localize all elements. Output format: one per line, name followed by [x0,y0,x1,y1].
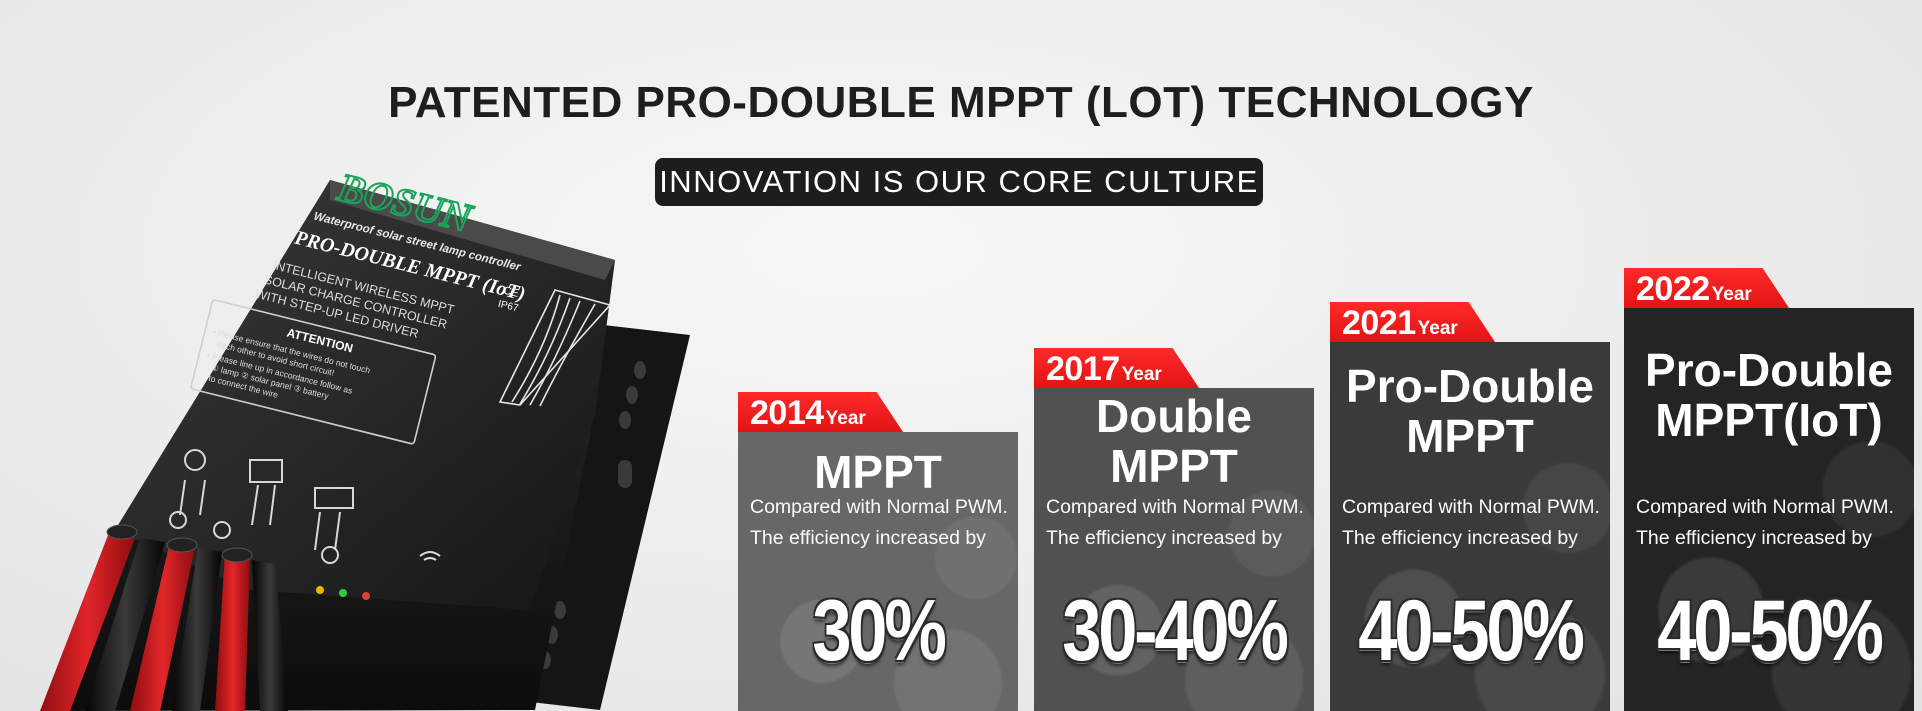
cert-ip67: IP67 [497,299,520,315]
year-suffix: Year [1711,284,1752,305]
solar-panel-icon [249,459,283,483]
timeline-card-2022: Pro-Double MPPT(IoT) Compared with Norma… [1624,308,1914,711]
year-number: 2014 [750,394,824,432]
controller-product-image: BOSUN Waterproof solar street lamp contr… [40,170,690,711]
battery-icon [314,487,354,509]
cert-ce: CE [502,285,520,300]
fan-graphic [498,289,612,407]
year-tab-2021: 2021 Year [1330,302,1495,342]
led-indicator [362,592,370,600]
led-indicator [339,589,347,597]
efficiency-percent: 30% [812,583,947,679]
year-tab-2022: 2022 Year [1624,268,1789,308]
timeline-card-2014: MPPT Compared with Normal PWM. The effic… [738,432,1018,711]
card-description: Compared with Normal PWM. The efficiency… [1046,496,1304,549]
timeline-card-2017: Double MPPT Compared with Normal PWM. Th… [1034,388,1314,711]
card-description: Compared with Normal PWM. The efficiency… [1342,496,1600,549]
page-title: PATENTED PRO-DOUBLE MPPT (LOT) TECHNOLOG… [388,78,1534,127]
timeline-card-2021: Pro-Double MPPT Compared with Normal PWM… [1330,342,1610,711]
lamp-icon [184,449,206,471]
year-tab-2017: 2017 Year [1034,348,1199,388]
controller-top-face [115,180,615,610]
year-suffix: Year [1121,364,1162,385]
year-tab-2014: 2014 Year [738,392,903,432]
wifi-icon [419,551,441,561]
efficiency-percent: 40-50% [1657,583,1884,679]
year-number: 2021 [1342,304,1416,342]
card-title: Pro-Double MPPT [1346,360,1594,462]
card-title: Double MPPT [1096,390,1252,492]
cable-bundle [40,530,288,711]
card-description: Compared with Normal PWM. The efficiency… [1636,496,1894,549]
year-suffix: Year [825,408,866,429]
card-title: Pro-Double MPPT(IoT) [1645,344,1893,446]
card-description: Compared with Normal PWM. The efficiency… [750,496,1008,549]
year-suffix: Year [1417,318,1458,339]
efficiency-percent: 30-40% [1062,583,1289,679]
efficiency-percent: 40-50% [1358,583,1585,679]
year-number: 2022 [1636,270,1710,308]
year-number: 2017 [1046,350,1120,388]
subtitle-pill: INNOVATION IS OUR CORE CULTURE [655,158,1263,206]
led-indicator [316,586,324,594]
card-title: MPPT [814,446,942,498]
